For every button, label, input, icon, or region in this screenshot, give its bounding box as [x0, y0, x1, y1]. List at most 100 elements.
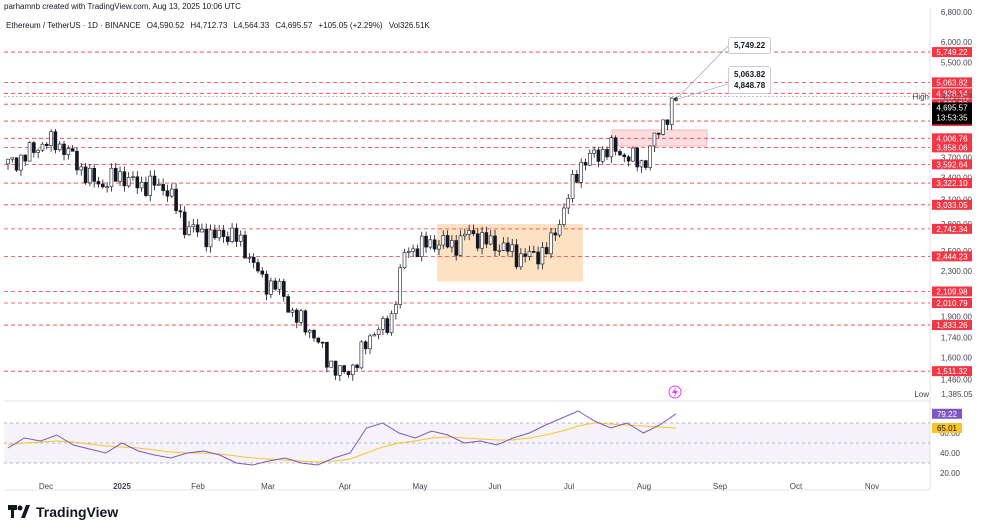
- candle-body[interactable]: [165, 190, 170, 197]
- candle-body[interactable]: [467, 230, 471, 235]
- candle-body[interactable]: [639, 160, 644, 168]
- candle-body[interactable]: [286, 296, 290, 313]
- candle-body[interactable]: [187, 226, 191, 235]
- candle-body[interactable]: [635, 147, 640, 168]
- candle-body[interactable]: [519, 253, 523, 268]
- candle-body[interactable]: [101, 183, 105, 188]
- candle-body[interactable]: [363, 341, 368, 350]
- candle-body[interactable]: [282, 280, 286, 297]
- candle-body[interactable]: [256, 262, 260, 272]
- candle-body[interactable]: [57, 143, 62, 151]
- candle-body[interactable]: [609, 137, 614, 158]
- candle-body[interactable]: [575, 174, 579, 183]
- candle-body[interactable]: [299, 310, 303, 323]
- candle-body[interactable]: [437, 244, 441, 250]
- candle-body[interactable]: [200, 228, 204, 233]
- rsi-ma-line[interactable]: [7, 422, 677, 463]
- candle-body[interactable]: [49, 131, 53, 146]
- candle-body[interactable]: [169, 188, 174, 197]
- candle-body[interactable]: [372, 334, 377, 337]
- candle-body[interactable]: [419, 235, 424, 258]
- candle-body[interactable]: [381, 318, 385, 330]
- candle-body[interactable]: [329, 360, 334, 368]
- candle-body[interactable]: [269, 280, 273, 295]
- candle-body[interactable]: [208, 229, 213, 248]
- candle-body[interactable]: [139, 182, 144, 189]
- candle-body[interactable]: [92, 168, 96, 182]
- candle-body[interactable]: [644, 160, 648, 168]
- candle-body[interactable]: [398, 267, 402, 305]
- candle-body[interactable]: [148, 175, 153, 196]
- candle-body[interactable]: [402, 252, 407, 269]
- candle-body[interactable]: [583, 162, 588, 166]
- candle-body[interactable]: [652, 132, 657, 147]
- candle-body[interactable]: [157, 184, 161, 186]
- candle-body[interactable]: [579, 162, 583, 183]
- candle-body[interactable]: [264, 273, 269, 295]
- candle-body[interactable]: [618, 151, 622, 156]
- candle-body[interactable]: [665, 119, 670, 125]
- candle-body[interactable]: [96, 181, 101, 185]
- candle-body[interactable]: [10, 157, 15, 160]
- candle-body[interactable]: [230, 227, 234, 242]
- candle-body[interactable]: [458, 235, 463, 256]
- candle-body[interactable]: [368, 335, 372, 350]
- candle-body[interactable]: [105, 186, 109, 189]
- candle-body[interactable]: [553, 232, 558, 236]
- candle-body[interactable]: [126, 177, 131, 187]
- candle-body[interactable]: [493, 235, 497, 251]
- candle-body[interactable]: [118, 171, 122, 182]
- candle-body[interactable]: [622, 154, 627, 158]
- candle-body[interactable]: [290, 309, 295, 313]
- candle-body[interactable]: [441, 235, 446, 246]
- candle-body[interactable]: [428, 239, 433, 248]
- candle-body[interactable]: [588, 153, 592, 166]
- candle-body[interactable]: [204, 228, 209, 248]
- candle-body[interactable]: [445, 235, 450, 248]
- candle-body[interactable]: [40, 143, 45, 151]
- candle-body[interactable]: [596, 149, 601, 162]
- candle-body[interactable]: [566, 198, 571, 209]
- candle-body[interactable]: [480, 232, 484, 249]
- candle-body[interactable]: [217, 230, 221, 239]
- candle-body[interactable]: [316, 337, 321, 343]
- candle-body[interactable]: [14, 157, 19, 171]
- candle-body[interactable]: [501, 242, 506, 251]
- candle-body[interactable]: [536, 251, 540, 265]
- candle-body[interactable]: [544, 247, 549, 255]
- candle-body[interactable]: [23, 154, 28, 162]
- candle-body[interactable]: [389, 313, 394, 333]
- candle-body[interactable]: [277, 280, 282, 290]
- candle-body[interactable]: [243, 234, 247, 259]
- candle-body[interactable]: [350, 364, 355, 376]
- candle-body[interactable]: [506, 242, 510, 252]
- candle-body[interactable]: [234, 227, 239, 242]
- candle-body[interactable]: [510, 244, 515, 252]
- candle-body[interactable]: [19, 154, 23, 171]
- candle-body[interactable]: [135, 176, 140, 189]
- candle-body[interactable]: [570, 174, 575, 199]
- candle-body[interactable]: [320, 341, 325, 344]
- candle-body[interactable]: [113, 167, 118, 182]
- candle-body[interactable]: [53, 131, 58, 151]
- candle-body[interactable]: [36, 149, 40, 153]
- candle-body[interactable]: [6, 158, 10, 165]
- candle-body[interactable]: [527, 251, 532, 257]
- candle-body[interactable]: [415, 248, 420, 258]
- candle-body[interactable]: [562, 207, 566, 225]
- candle-body[interactable]: [540, 247, 545, 265]
- candle-body[interactable]: [213, 229, 217, 239]
- candle-body[interactable]: [144, 182, 148, 196]
- candle-body[interactable]: [488, 235, 493, 245]
- candle-body[interactable]: [600, 149, 605, 162]
- candle-body[interactable]: [411, 248, 415, 252]
- candle-body[interactable]: [122, 171, 127, 187]
- candle-body[interactable]: [152, 175, 157, 186]
- candle-body[interactable]: [161, 184, 165, 191]
- candle-body[interactable]: [669, 97, 674, 125]
- candle-body[interactable]: [592, 149, 596, 154]
- candle-body[interactable]: [450, 240, 454, 248]
- candle-body[interactable]: [613, 137, 618, 152]
- candle-body[interactable]: [338, 365, 342, 376]
- candle-body[interactable]: [182, 211, 187, 235]
